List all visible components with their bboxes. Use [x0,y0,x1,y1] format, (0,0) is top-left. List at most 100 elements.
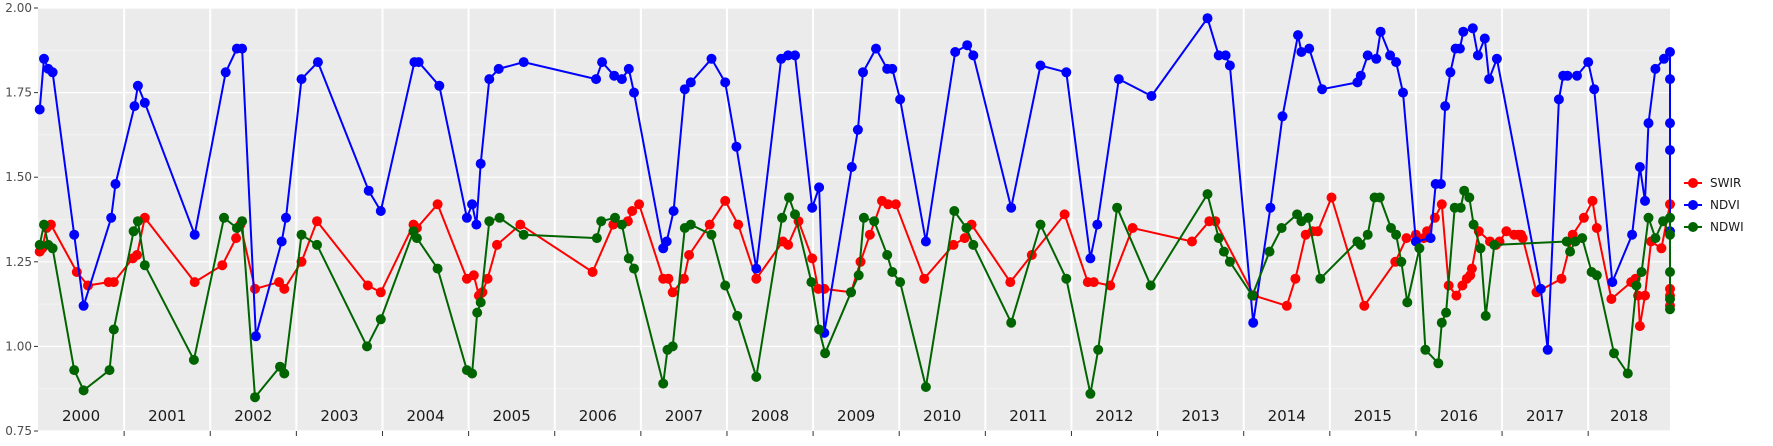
data-point-ndvi [1665,145,1675,156]
data-point-ndwi [869,216,880,227]
data-point-ndwi [1213,233,1224,244]
data-point-ndwi [1145,280,1156,291]
data-point-ndwi [1396,256,1407,267]
year-label: 2014 [1268,407,1306,425]
data-point-ndwi [920,382,931,392]
legend-item-ndvi: NDVI [1684,198,1740,212]
data-point-ndvi [1659,53,1669,64]
data-point-ndvi [434,80,445,91]
data-point-ndvi [1627,229,1638,240]
data-point-ndwi [790,209,800,220]
data-point-ndwi [1609,348,1619,359]
data-point-ndwi [104,365,115,376]
data-point-swir [362,280,373,291]
data-point-ndvi [1440,101,1451,112]
series-ndwi [34,185,1675,403]
data-point-ndvi [518,57,529,68]
data-point-ndwi [1489,239,1500,250]
data-point-ndvi [852,124,863,135]
data-point-swir [684,250,695,260]
data-point-swir [482,273,493,284]
data-point-ndwi [1264,246,1275,257]
data-point-swir [1578,212,1589,223]
data-point-ndwi [1475,243,1486,254]
data-point-swir [250,283,260,294]
data-point-ndwi [1414,243,1425,254]
data-point-ndwi [1218,246,1229,257]
data-point-ndvi [597,57,608,68]
data-point-ndwi [1665,267,1675,277]
data-point-swir [751,273,762,284]
data-point-ndvi [129,101,140,112]
data-point-ndwi [1362,229,1373,240]
data-point-ndvi [1665,74,1675,85]
data-point-ndvi [296,74,307,85]
data-point-ndvi [1445,67,1456,78]
data-point-ndwi [806,277,817,288]
data-point-swir [1587,195,1598,206]
data-point-ndvi [1035,60,1046,71]
data-point-ndwi [591,233,602,244]
year-label: 2006 [579,407,617,425]
data-point-ndvi [237,43,248,54]
data-point-ndwi [78,385,89,396]
data-point-swir [189,277,200,288]
data-point-swir [667,287,678,298]
data-point-ndvi [1277,111,1288,122]
data-point-ndwi [475,297,486,308]
data-point-ndwi [467,368,478,379]
data-point-ndvi [1553,94,1564,105]
legend-label: NDWI [1710,220,1744,234]
data-point-swir [733,219,744,230]
data-point-swir [217,260,228,271]
data-point-ndwi [518,229,529,240]
data-point-ndwi [784,192,794,203]
data-point-swir [1088,277,1099,288]
data-point-ndwi [846,287,856,298]
data-point-ndwi [1224,256,1235,267]
year-label: 2005 [493,407,531,425]
data-point-ndwi [375,314,386,325]
data-point-swir [807,253,818,264]
data-point-ndvi [281,212,291,223]
data-point-swir [1359,300,1370,311]
data-point-ndwi [887,267,898,277]
data-point-ndwi [1420,344,1431,355]
data-point-swir [663,273,674,284]
year-label: 2003 [320,407,358,425]
data-point-ndwi [1391,229,1402,240]
data-point-ndvi [1572,70,1582,81]
data-point-swir [1656,243,1667,254]
data-point-ndvi [1146,91,1157,101]
data-point-ndvi [471,219,482,230]
series-line-ndvi [38,17,1671,351]
legend-key-point [1688,178,1698,188]
data-point-ndwi [1631,280,1642,291]
data-point-ndvi [814,182,825,193]
data-point-swir [1187,236,1197,247]
data-point-ndvi [1213,50,1224,61]
data-point-ndvi [1562,70,1573,81]
data-point-ndvi [751,263,762,274]
data-point-ndvi [1375,26,1386,37]
data-point-ndwi [128,226,139,237]
data-point-ndvi [1665,47,1675,57]
data-point-ndwi [751,371,762,382]
data-point-ndwi [720,280,731,291]
data-point-ndwi [1303,212,1314,223]
data-point-ndwi [1464,192,1475,203]
data-point-ndwi [658,378,669,389]
data-point-ndwi [1577,233,1588,244]
data-point-ndwi [411,233,422,244]
year-label: 2017 [1526,407,1564,425]
data-point-ndvi [1491,53,1502,64]
data-point-ndwi [1433,358,1444,369]
legend-key-point [1688,200,1698,210]
data-point-swir [1127,223,1138,233]
data-point-ndvi [685,77,696,88]
data-point-ndvi [846,162,857,172]
legend-key-point [1688,222,1698,232]
data-point-ndwi [882,250,893,260]
data-point-ndvi [858,67,868,78]
data-point-swir [1290,273,1301,284]
